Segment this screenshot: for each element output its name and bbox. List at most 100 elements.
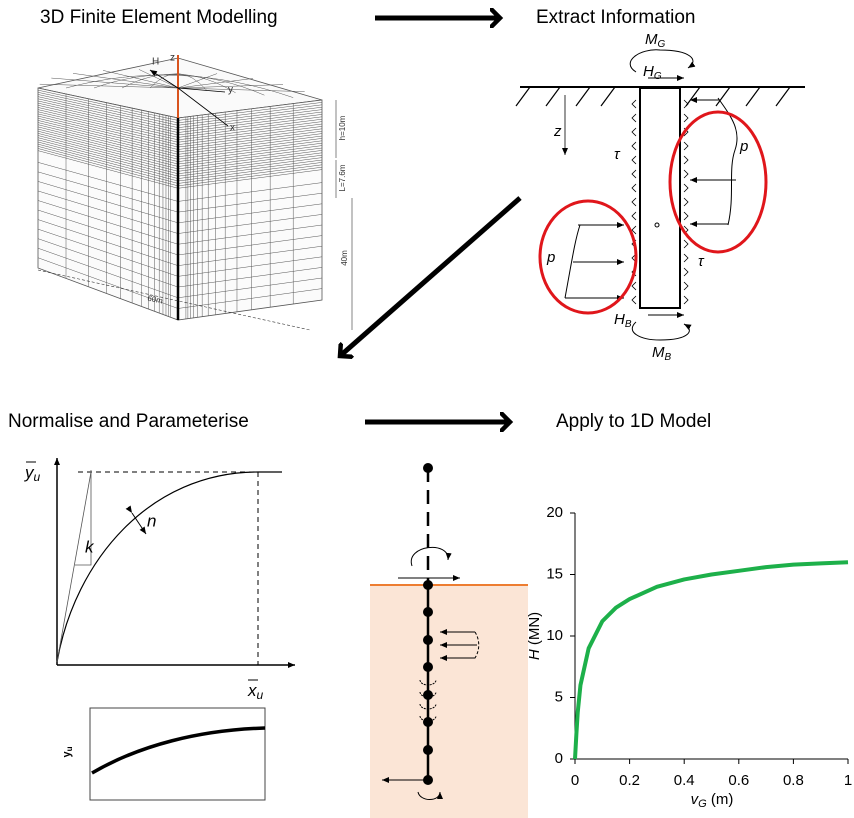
node bbox=[423, 775, 433, 785]
shear-tick bbox=[632, 170, 636, 178]
shear-tick bbox=[632, 296, 636, 304]
pile bbox=[640, 88, 680, 308]
parameter-label: k bbox=[85, 537, 95, 556]
hatch-line bbox=[576, 87, 590, 106]
label-main: H bbox=[526, 649, 543, 660]
shear-tick bbox=[632, 212, 636, 220]
inset-axis-label: yu bbox=[61, 746, 74, 757]
y-axis-label: H (MN) bbox=[526, 612, 543, 660]
step-title: Extract Information bbox=[536, 7, 695, 28]
shear-tick bbox=[684, 142, 688, 150]
tangent bbox=[57, 472, 91, 662]
shear-tick bbox=[684, 240, 688, 248]
node bbox=[423, 580, 433, 590]
axis-label: x bbox=[230, 123, 235, 134]
page: 3D Finite Element Modelling Extract Info… bbox=[0, 0, 854, 818]
shear-tick bbox=[632, 142, 636, 150]
shear-tick bbox=[632, 156, 636, 164]
label-main: x bbox=[247, 681, 257, 700]
label-sub: G bbox=[654, 71, 662, 82]
pressure-label: p bbox=[546, 249, 555, 266]
y-tick-label: 5 bbox=[555, 688, 563, 705]
node bbox=[423, 662, 433, 672]
moment-arrow bbox=[411, 547, 448, 566]
inset-frame bbox=[90, 708, 265, 800]
y-tick-label: 10 bbox=[546, 627, 563, 644]
inset-curve bbox=[92, 728, 265, 773]
highlight-ellipse bbox=[670, 112, 766, 252]
shear-label: τ bbox=[614, 146, 621, 163]
label-rest: (m) bbox=[707, 791, 734, 808]
shear-tick bbox=[632, 100, 636, 108]
shear-tick bbox=[684, 184, 688, 192]
soil bbox=[370, 585, 528, 818]
force-label: MB bbox=[652, 344, 672, 363]
label-sub: G bbox=[658, 39, 666, 50]
dimension-label: 40m bbox=[340, 250, 349, 266]
label-sub: u bbox=[65, 746, 74, 751]
label-sub: u bbox=[257, 688, 264, 702]
shear-tick bbox=[684, 198, 688, 206]
hatch-line bbox=[516, 87, 530, 106]
curvature-arrow bbox=[132, 513, 146, 534]
shear-tick bbox=[632, 282, 636, 290]
hatch-line bbox=[546, 87, 560, 106]
node bbox=[423, 717, 433, 727]
x-axis-label: vG (m) bbox=[691, 791, 734, 810]
y-tick-label: 15 bbox=[546, 565, 563, 582]
axis-label: yu bbox=[24, 463, 41, 484]
normalised-curve: yu k n xu yu bbox=[24, 458, 295, 800]
label-main: M bbox=[645, 31, 658, 48]
dimension-label: h=10m bbox=[338, 115, 347, 140]
shear-tick bbox=[684, 156, 688, 164]
label-sub: B bbox=[665, 352, 672, 363]
node bbox=[423, 690, 433, 700]
1d-model bbox=[370, 463, 528, 818]
shear-tick bbox=[632, 128, 636, 136]
moment-arrow bbox=[632, 322, 689, 340]
data-line bbox=[575, 562, 848, 759]
shear-label: τ bbox=[698, 253, 705, 270]
hatch-line bbox=[601, 87, 615, 106]
node bbox=[423, 745, 433, 755]
dimension-label: L=7.6m bbox=[338, 164, 347, 191]
pressure-label: p bbox=[739, 138, 748, 155]
hatch-line bbox=[686, 87, 700, 106]
moment-arrow bbox=[630, 50, 693, 72]
shear-tick bbox=[684, 282, 688, 290]
label-rest: (MN) bbox=[526, 612, 543, 650]
axis-label: z bbox=[170, 53, 175, 64]
x-tick-label: 0.2 bbox=[619, 772, 640, 789]
flow-arrow bbox=[340, 198, 520, 356]
depth-label: z bbox=[553, 123, 562, 140]
hatch-line bbox=[776, 87, 790, 106]
x-tick-label: 0.8 bbox=[783, 772, 804, 789]
label-sub: B bbox=[625, 319, 632, 330]
shear-tick bbox=[684, 114, 688, 122]
hatch-line bbox=[746, 87, 760, 106]
label-main: M bbox=[652, 344, 665, 361]
x-tick-label: 0.6 bbox=[728, 772, 749, 789]
step-title: Apply to 1D Model bbox=[556, 411, 711, 432]
shear-tick bbox=[684, 268, 688, 276]
force-label: HB bbox=[614, 311, 632, 330]
step-title: 3D Finite Element Modelling bbox=[40, 7, 278, 28]
label-sub: u bbox=[34, 470, 41, 484]
shear-tick bbox=[632, 198, 636, 206]
shear-tick bbox=[632, 184, 636, 192]
axis-label: xu bbox=[247, 681, 264, 702]
shear-tick bbox=[632, 114, 636, 122]
shear-tick bbox=[684, 296, 688, 304]
hatch-line bbox=[716, 87, 730, 106]
x-tick-label: 0 bbox=[571, 772, 579, 789]
label-main: H bbox=[643, 63, 654, 80]
label-main: H bbox=[614, 311, 625, 328]
axis-label: y bbox=[228, 85, 233, 96]
force-label: HG bbox=[643, 63, 662, 82]
force-label: MG bbox=[645, 31, 666, 50]
axis-label: H bbox=[152, 57, 159, 68]
x-tick-label: 0.4 bbox=[674, 772, 695, 789]
force-diagram: MG HG z τ τ p p HB MB bbox=[516, 31, 805, 363]
y-tick-label: 0 bbox=[555, 750, 563, 767]
